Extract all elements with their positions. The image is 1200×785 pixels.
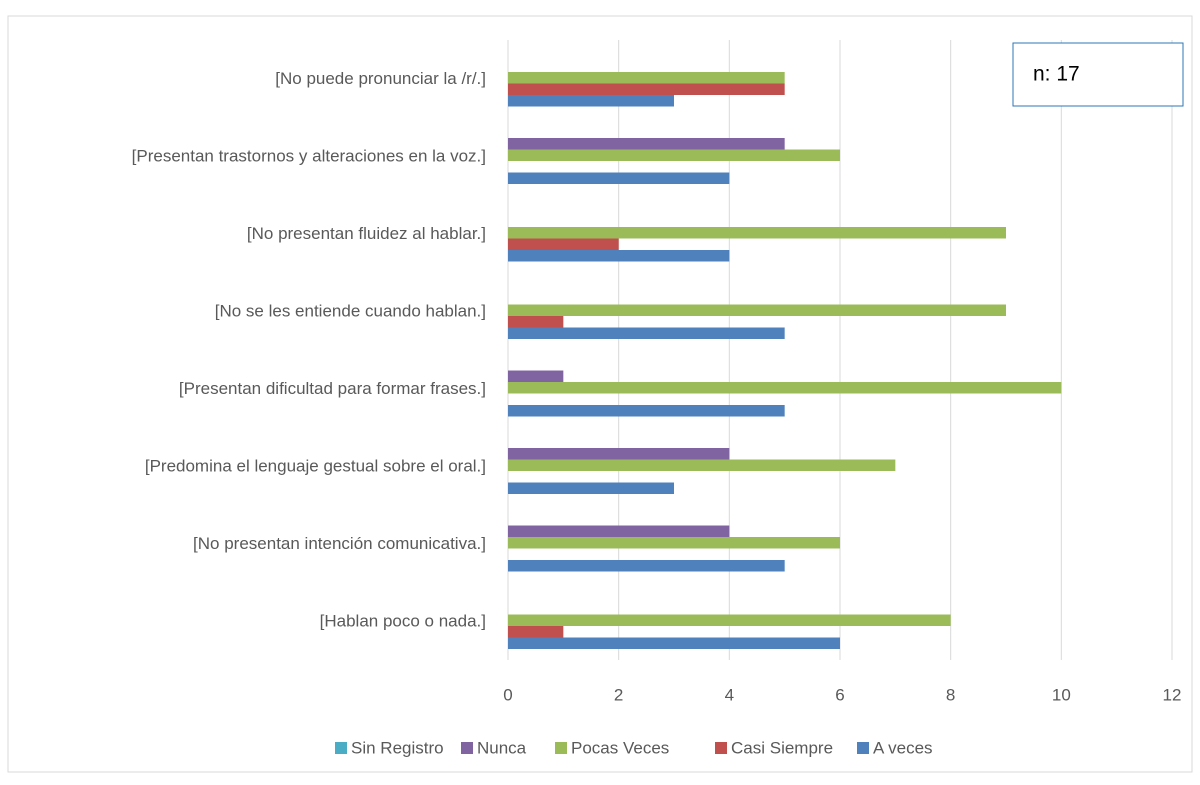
bar (508, 448, 730, 460)
bar (508, 227, 1006, 239)
bar (508, 637, 840, 649)
legend-swatch (715, 742, 727, 754)
bar (508, 83, 785, 95)
bar (508, 537, 840, 549)
x-tick-label: 4 (725, 685, 734, 704)
x-tick-label: 6 (835, 685, 844, 704)
bar (508, 560, 785, 572)
bar (508, 149, 840, 161)
bar (508, 304, 1006, 316)
bar (508, 525, 730, 537)
y-tick-label: [Predomina el lenguaje gestual sobre el … (145, 457, 486, 476)
legend-label: Nunca (477, 738, 527, 757)
x-tick-label: 8 (946, 685, 955, 704)
bar (508, 95, 674, 107)
bar (508, 138, 785, 150)
bar (508, 370, 564, 382)
annotation-box (1012, 42, 1184, 107)
legend-swatch (461, 742, 473, 754)
bar (508, 626, 564, 638)
x-tick-label: 10 (1052, 685, 1071, 704)
legend-swatch (555, 742, 567, 754)
bar (508, 614, 951, 626)
bar (508, 382, 1062, 394)
legend-label: Sin Registro (351, 738, 444, 757)
y-tick-label: [Presentan dificultad para formar frases… (179, 379, 486, 398)
bar (508, 316, 564, 328)
y-tick-label: [No presentan intención comunicativa.] (193, 534, 486, 553)
bar (508, 238, 619, 250)
legend-swatch (857, 742, 869, 754)
legend-label: Pocas Veces (571, 738, 669, 757)
y-tick-label: [Hablan poco o nada.] (320, 612, 486, 631)
y-tick-label: [No puede pronunciar la /r/.] (275, 69, 486, 88)
legend-swatch (335, 742, 347, 754)
bar (508, 482, 674, 494)
legend-label: Casi Siempre (731, 738, 833, 757)
y-tick-label: [No presentan fluidez al hablar.] (247, 224, 486, 243)
annotation: n: 17 (1033, 63, 1080, 86)
legend-label: A veces (873, 738, 933, 757)
bar (508, 172, 730, 184)
bar (508, 459, 896, 471)
y-tick-label: [No se les entiende cuando hablan.] (215, 302, 486, 321)
x-tick-label: 2 (614, 685, 623, 704)
x-tick-label: 12 (1163, 685, 1182, 704)
x-tick-label: 0 (503, 685, 512, 704)
bar (508, 327, 785, 339)
y-tick-label: [Presentan trastornos y alteraciones en … (132, 147, 486, 166)
bar (508, 250, 730, 262)
bar (508, 405, 785, 417)
bar (508, 72, 785, 84)
